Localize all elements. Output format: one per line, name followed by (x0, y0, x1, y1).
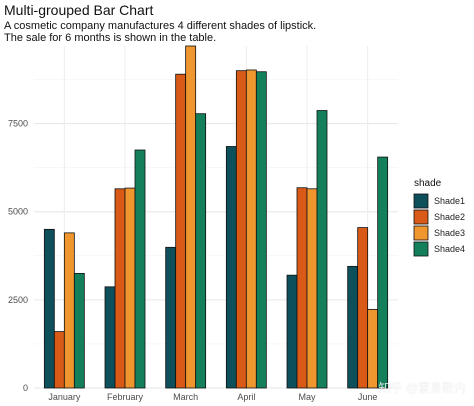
chart-title: Multi-grouped Bar Chart (4, 2, 154, 18)
y-tick-label: 2500 (8, 295, 28, 305)
bar-shade4-january (73, 273, 85, 389)
x-tick-label: January (48, 392, 81, 402)
x-tick-label: March (173, 392, 198, 402)
subtitle-line-2: The sale for 6 months is shown in the ta… (4, 32, 217, 44)
bars (43, 45, 389, 389)
watermark-text: 知乎 @置身数内 (378, 381, 466, 395)
bar-shade2-january (53, 331, 65, 389)
bar-shade1-may (286, 274, 298, 389)
legend-label-shade3: Shade3 (434, 228, 465, 238)
bar-shade4-june (377, 156, 389, 389)
legend-label-shade2: Shade2 (434, 212, 465, 222)
bar-shade4-february (134, 149, 146, 389)
bar-shade2-april (235, 70, 247, 389)
legend-key-shade4 (413, 241, 429, 257)
chart-subtitle: A cosmetic company manufactures 4 differ… (4, 20, 316, 44)
legend-title: shade (414, 178, 442, 189)
bar-shade3-january (63, 232, 75, 389)
bar-shade4-april (255, 71, 267, 389)
x-axis: January February March April May June (48, 392, 377, 402)
x-tick-label: May (298, 392, 316, 402)
bar-shade2-february (114, 188, 126, 389)
bar-shade3-april (245, 69, 257, 389)
bar-shade2-march (175, 73, 187, 389)
legend: shade Shade1 Shade2 Shade3 Shade4 (413, 178, 465, 257)
x-tick-label: April (237, 392, 255, 402)
y-tick-label: 7500 (8, 119, 28, 129)
bar-shade1-february (104, 286, 116, 389)
legend-key-shade1 (413, 193, 429, 209)
bar-shade3-june (367, 308, 379, 389)
y-tick-label: 0 (23, 383, 28, 393)
y-axis: 0 2500 5000 7500 (8, 119, 28, 393)
legend-key-shade3 (413, 225, 429, 241)
bar-shade3-may (306, 188, 318, 389)
bar-shade2-may (296, 187, 308, 389)
x-tick-label: June (358, 392, 378, 402)
bar-shade2-june (357, 227, 369, 389)
bar-shade3-march (185, 45, 197, 389)
y-tick-label: 5000 (8, 207, 28, 217)
bar-shade1-june (347, 265, 359, 389)
bar-shade1-january (43, 228, 55, 389)
x-tick-label: February (107, 392, 144, 402)
bar-shade4-may (316, 110, 328, 389)
legend-key-shade2 (413, 209, 429, 225)
grid-lines (34, 46, 398, 389)
bar-shade1-march (165, 246, 177, 389)
subtitle-line-1: A cosmetic company manufactures 4 differ… (4, 20, 317, 32)
bar-shade1-april (225, 146, 237, 389)
bar-shade4-march (195, 113, 207, 389)
legend-label-shade4: Shade4 (434, 244, 465, 254)
bar-shade3-february (124, 187, 136, 389)
legend-label-shade1: Shade1 (434, 196, 465, 206)
